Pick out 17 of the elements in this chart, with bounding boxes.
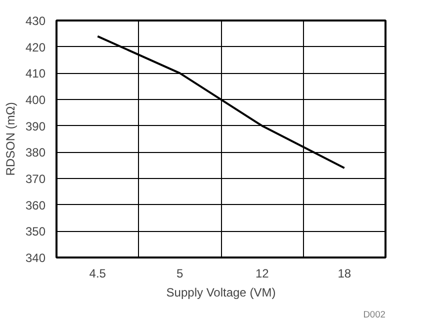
y-tick-label: 410 bbox=[25, 66, 46, 81]
y-tick-label: 360 bbox=[25, 198, 46, 212]
y-tick-label: 370 bbox=[25, 172, 46, 186]
y-tick-label: 400 bbox=[25, 93, 46, 107]
y-tick-label: 350 bbox=[25, 224, 46, 239]
y-tick-label: 380 bbox=[25, 146, 46, 160]
x-tick-label: 5 bbox=[176, 266, 184, 280]
y-tick-label: 430 bbox=[25, 14, 46, 28]
y-tick-label: 340 bbox=[25, 251, 46, 265]
x-tick-label: 18 bbox=[338, 266, 352, 280]
y-axis-title: RDSON (mΩ) bbox=[3, 102, 18, 176]
y-tick-label: 390 bbox=[25, 119, 46, 134]
x-axis-title: Supply Voltage (VM) bbox=[166, 286, 276, 300]
x-tick-label: 4.5 bbox=[89, 266, 106, 280]
y-tick-label: 420 bbox=[25, 40, 46, 54]
x-tick-label: 12 bbox=[255, 266, 270, 280]
text: D002 bbox=[363, 310, 386, 320]
